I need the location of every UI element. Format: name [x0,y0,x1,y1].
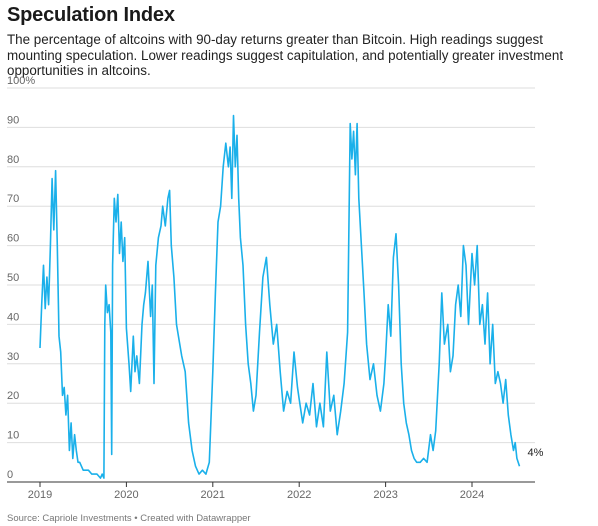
grid [7,87,535,444]
x-tick-label: 2019 [28,489,52,501]
y-tick-label: 10 [7,430,19,442]
y-tick-label: 0 [7,469,13,481]
y-tick-label: 80 [7,154,19,166]
chart-title: Speculation Index [7,4,175,26]
x-tick-label: 2021 [201,489,225,501]
y-tick-label: 90 [7,114,19,126]
series-group [39,114,521,479]
source-note: Source: Capriole Investments • Created w… [7,513,251,524]
y-axis: 100% 90 80 70 60 50 40 30 20 10 0 [7,75,35,481]
y-tick-label: 70 [7,193,19,205]
x-tick-label: 2023 [373,489,397,501]
y-tick-label: 20 [7,390,19,402]
chart-subtitle: The percentage of altcoins with 90-day r… [7,32,564,78]
y-tick-label: 60 [7,233,19,245]
x-tick-label: 2022 [287,489,311,501]
x-axis: 2019 2020 2021 2022 2023 2024 [7,481,535,501]
end-label-group: 4% [528,447,544,459]
series-line-0 [39,114,521,479]
y-tick-label: 40 [7,311,19,323]
end-value-label: 4% [528,447,544,459]
x-tick-label: 2020 [114,489,138,501]
y-tick-label: 50 [7,272,19,284]
chart-svg: 100% 90 80 70 60 50 40 30 20 10 0 2019 2020 2021 2022… [7,75,544,501]
y-tick-label: 100% [7,75,35,87]
y-tick-label: 30 [7,351,19,363]
x-tick-label: 2024 [460,489,484,501]
